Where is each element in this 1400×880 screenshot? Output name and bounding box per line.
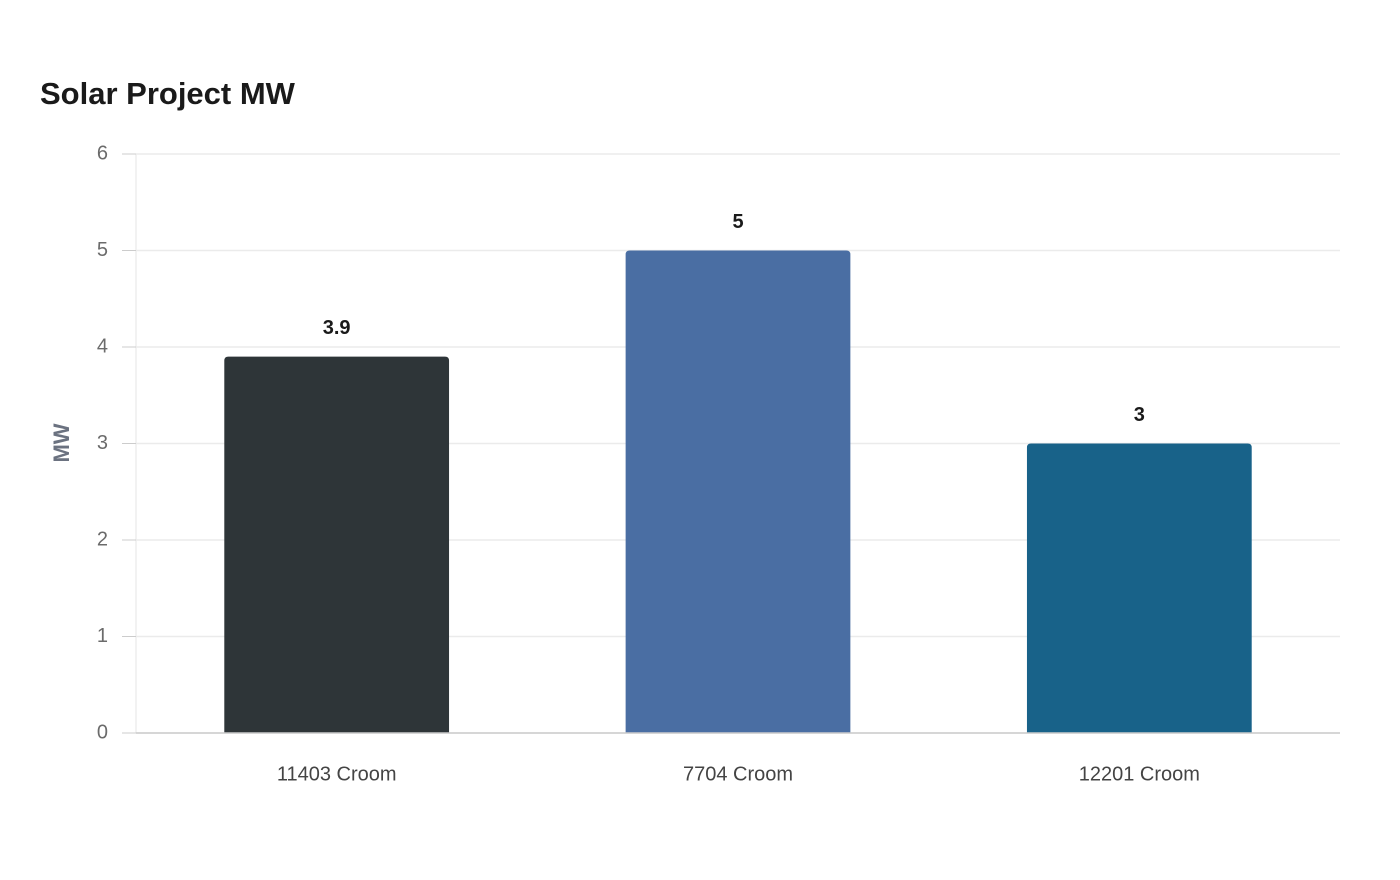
value-label: 3 xyxy=(1134,404,1145,426)
y-tick-label: 5 xyxy=(97,239,108,261)
bar xyxy=(224,356,450,733)
value-label: 3.9 xyxy=(323,317,351,339)
bar xyxy=(1026,443,1252,733)
chart-title: Solar Project MW xyxy=(40,76,296,111)
y-tick-label: 0 xyxy=(97,721,108,743)
y-tick-label: 3 xyxy=(97,432,108,454)
y-tick-label: 6 xyxy=(97,142,108,164)
x-tick-label: 12201 Croom xyxy=(1079,763,1200,785)
y-axis-label: MW xyxy=(49,423,74,462)
x-tick-label: 7704 Croom xyxy=(683,763,793,785)
y-tick-label: 4 xyxy=(97,335,108,357)
value-label: 5 xyxy=(732,211,743,233)
y-tick-label: 2 xyxy=(97,528,108,550)
y-tick-label: 1 xyxy=(97,625,108,647)
x-tick-label: 11403 Croom xyxy=(277,763,397,785)
bar xyxy=(625,250,851,733)
